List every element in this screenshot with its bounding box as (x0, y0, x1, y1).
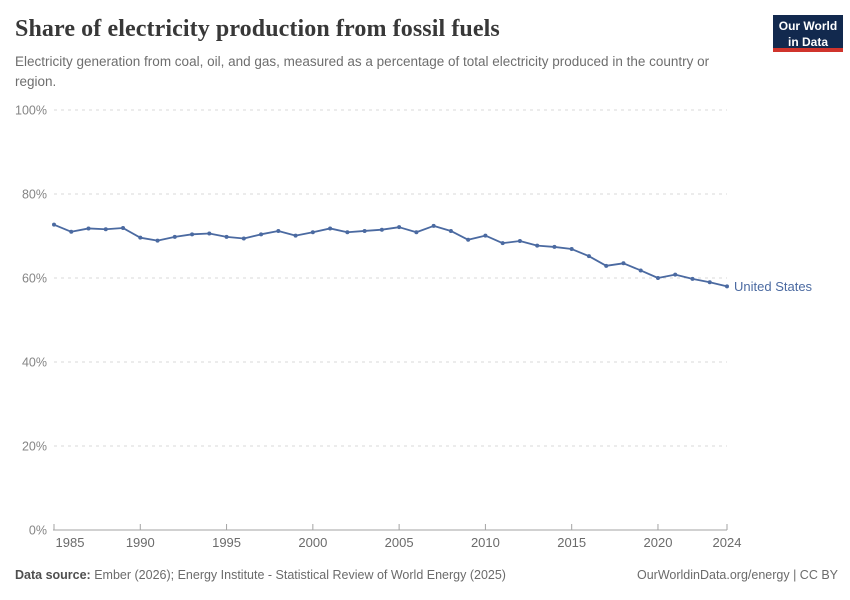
data-point-united-states-1996[interactable] (241, 236, 246, 241)
data-point-united-states-2013[interactable] (535, 243, 540, 248)
data-point-united-states-2020[interactable] (655, 276, 660, 280)
data-point-united-states-1993[interactable] (190, 232, 195, 237)
data-point-united-states-2001[interactable] (328, 226, 333, 231)
data-point-united-states-1999[interactable] (293, 233, 298, 238)
x-tick-label-2020: 2020 (644, 535, 673, 550)
data-source-label: Data source: (15, 568, 91, 582)
chart-footer: Data source: Ember (2026); Energy Instit… (15, 568, 838, 582)
data-point-united-states-1989[interactable] (121, 226, 126, 231)
data-point-united-states-2002[interactable] (345, 230, 350, 235)
owid-logo-line1: Our World (778, 19, 838, 33)
data-point-united-states-1990[interactable] (138, 235, 143, 240)
x-tick-label-1985: 1985 (56, 535, 85, 550)
y-tick-label-20: 20% (22, 440, 47, 454)
series-end-label-united-states[interactable]: United States (734, 279, 813, 294)
data-point-united-states-1998[interactable] (276, 228, 281, 233)
license-link[interactable]: OurWorldinData.org/energy | CC BY (636, 568, 838, 582)
page-title: Share of electricity production from fos… (15, 16, 500, 42)
data-point-united-states-2021[interactable] (673, 272, 678, 277)
x-tick-label-1995: 1995 (212, 535, 241, 550)
data-point-united-states-2015[interactable] (569, 247, 574, 252)
data-point-united-states-1987[interactable] (86, 226, 91, 231)
data-point-united-states-1992[interactable] (172, 234, 177, 239)
y-tick-label-60: 60% (22, 272, 47, 286)
data-point-united-states-2022[interactable] (690, 276, 695, 281)
x-tick-label-2005: 2005 (385, 535, 414, 550)
data-point-united-states-1994[interactable] (207, 231, 212, 236)
data-point-united-states-2018[interactable] (621, 261, 626, 266)
owid-logo-line2: in Data (787, 34, 828, 49)
data-point-united-states-2016[interactable] (586, 254, 591, 259)
x-tick-label-2015: 2015 (557, 535, 586, 550)
data-point-united-states-2000[interactable] (310, 230, 315, 235)
data-point-united-states-2003[interactable] (362, 228, 367, 233)
data-point-united-states-1988[interactable] (103, 227, 108, 232)
data-point-united-states-1995[interactable] (224, 234, 229, 239)
data-point-united-states-2019[interactable] (638, 268, 643, 273)
data-point-united-states-2012[interactable] (517, 239, 522, 244)
y-tick-label-80: 80% (22, 188, 47, 202)
x-tick-label-2010: 2010 (471, 535, 500, 550)
data-point-united-states-1997[interactable] (259, 232, 264, 237)
data-point-united-states-2017[interactable] (604, 263, 609, 268)
data-point-united-states-2010[interactable] (483, 233, 488, 238)
x-tick-label-1990: 1990 (126, 535, 155, 550)
y-tick-label-100: 100% (15, 104, 47, 118)
data-point-united-states-2004[interactable] (379, 227, 384, 232)
series-line-united-states[interactable] (53, 223, 728, 288)
data-point-united-states-1986[interactable] (69, 229, 74, 234)
data-source-note: Data source: Ember (2026); Energy Instit… (15, 568, 506, 582)
data-point-united-states-2007[interactable] (431, 223, 436, 228)
y-tick-label-0: 0% (29, 524, 47, 538)
x-tick-label-2024: 2024 (713, 535, 742, 550)
data-point-united-states-1991[interactable] (155, 238, 160, 243)
data-point-united-states-2009[interactable] (466, 237, 471, 242)
data-point-united-states-2008[interactable] (448, 228, 453, 233)
chart-subtitle: Electricity generation from coal, oil, a… (15, 54, 710, 89)
data-point-united-states-2011[interactable] (500, 241, 505, 246)
data-point-united-states-2005[interactable] (397, 225, 402, 230)
x-tick-label-2000: 2000 (298, 535, 327, 550)
data-source-text: Ember (2026); Energy Institute - Statist… (90, 568, 506, 582)
data-point-united-states-2024[interactable] (725, 284, 729, 289)
owid-logo[interactable]: Our World in Data (773, 15, 843, 52)
data-point-united-states-2014[interactable] (552, 244, 557, 249)
y-tick-label-40: 40% (22, 356, 47, 370)
data-point-united-states-1985[interactable] (52, 222, 56, 227)
data-point-united-states-2006[interactable] (414, 230, 419, 235)
data-point-united-states-2023[interactable] (707, 280, 712, 285)
